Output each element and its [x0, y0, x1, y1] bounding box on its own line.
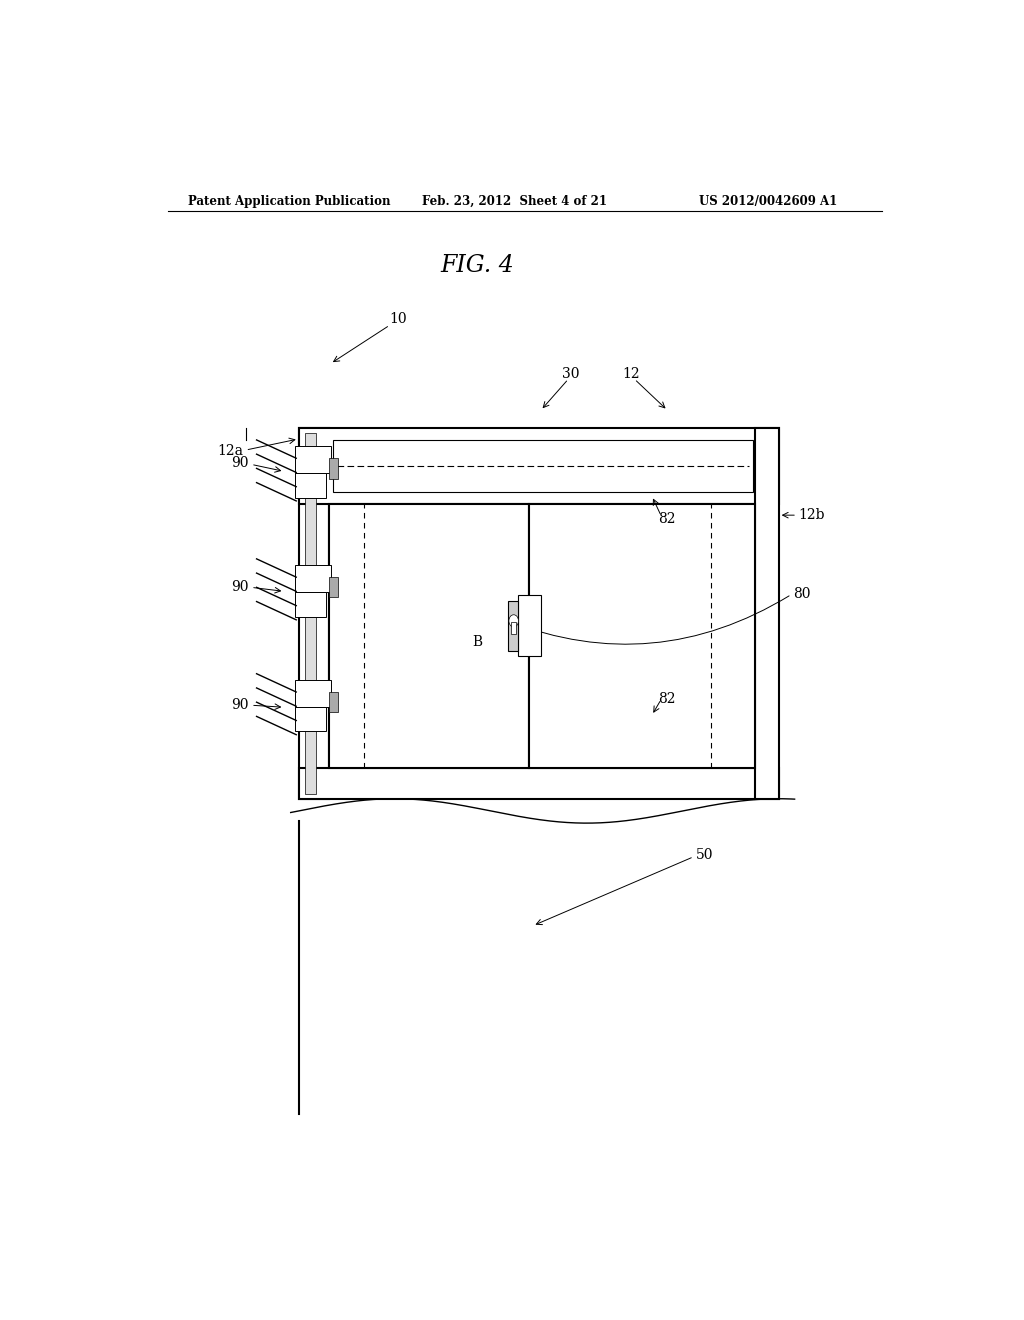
Bar	[299, 814, 795, 1114]
Text: 90: 90	[231, 581, 249, 594]
Bar	[295, 565, 331, 593]
Bar	[305, 433, 316, 793]
Bar	[295, 474, 326, 498]
Text: US 2012/0042609 A1: US 2012/0042609 A1	[699, 194, 838, 207]
Bar	[299, 428, 329, 799]
Text: 12b: 12b	[799, 508, 825, 523]
Text: 90: 90	[231, 457, 249, 470]
Text: B: B	[472, 635, 482, 649]
Text: 50: 50	[695, 847, 713, 862]
Bar	[755, 428, 778, 799]
Text: 10: 10	[389, 312, 407, 326]
Text: 82: 82	[658, 692, 676, 706]
Circle shape	[509, 615, 518, 627]
Text: 82: 82	[658, 512, 676, 527]
Bar	[329, 504, 529, 768]
Bar	[529, 504, 755, 768]
Text: 12: 12	[623, 367, 640, 381]
Text: Patent Application Publication: Patent Application Publication	[187, 194, 390, 207]
Bar	[295, 708, 326, 731]
Text: 90: 90	[231, 698, 249, 713]
Bar	[295, 446, 331, 474]
Bar	[329, 577, 338, 598]
Bar	[299, 768, 778, 799]
Bar	[329, 458, 338, 479]
Bar	[508, 601, 518, 651]
Bar	[295, 593, 326, 616]
Text: FIG. 4: FIG. 4	[440, 253, 514, 277]
Text: 30: 30	[562, 367, 580, 381]
Bar	[333, 440, 753, 492]
Bar	[299, 428, 778, 504]
Text: 12a: 12a	[217, 444, 243, 458]
Text: Feb. 23, 2012  Sheet 4 of 21: Feb. 23, 2012 Sheet 4 of 21	[422, 194, 606, 207]
Bar	[511, 622, 516, 634]
Bar	[518, 595, 541, 656]
Text: 80: 80	[793, 587, 811, 602]
Bar	[329, 692, 338, 713]
Bar	[295, 680, 331, 708]
